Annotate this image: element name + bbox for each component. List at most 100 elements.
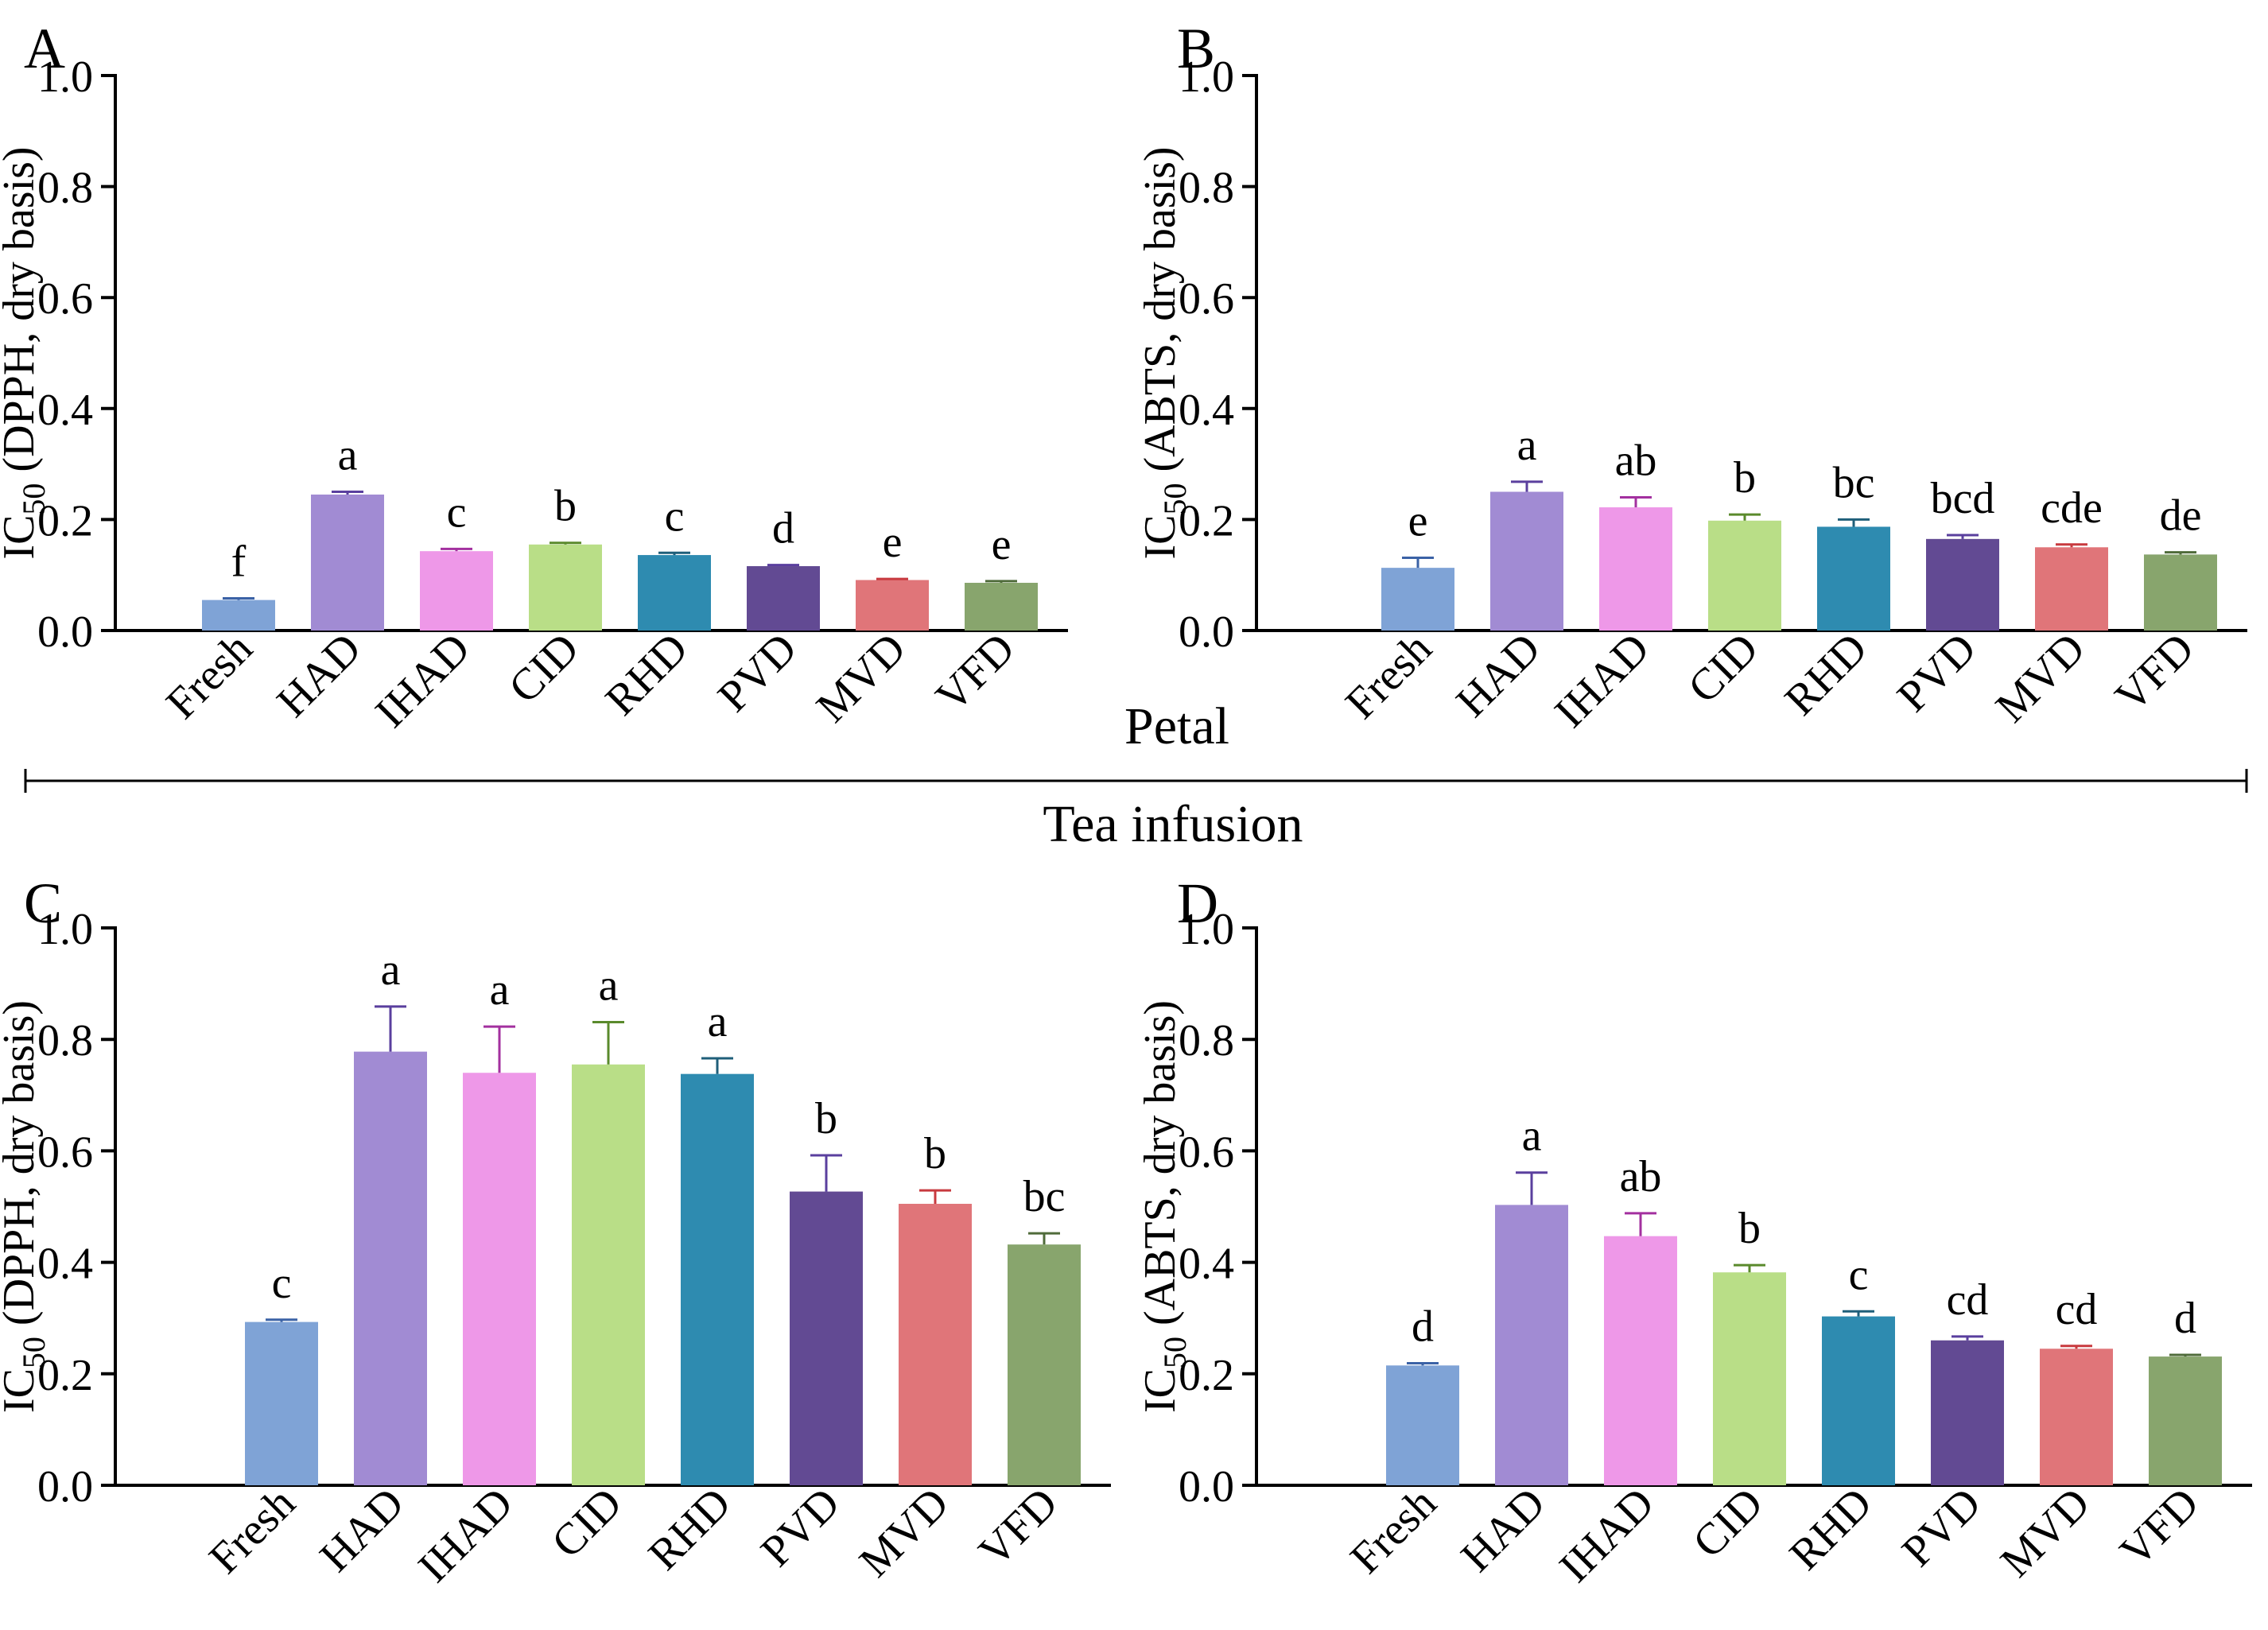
- y-tick-label: 0.2: [37, 1351, 93, 1400]
- y-tick-label: 1.0: [1179, 905, 1234, 954]
- x-tick-label: VFD: [926, 623, 1024, 721]
- panel-letter: C: [24, 871, 62, 935]
- significance-letter: bc: [1833, 458, 1875, 507]
- significance-letter: e: [992, 520, 1012, 569]
- bar: [420, 551, 493, 631]
- x-tick-label: RHD: [639, 1478, 740, 1579]
- x-tick-label: IHAD: [1550, 1478, 1664, 1592]
- x-tick-label: Fresh: [157, 623, 262, 728]
- significance-letter: b: [815, 1094, 837, 1143]
- bar: [1817, 526, 1890, 631]
- bar: [1822, 1316, 1895, 1485]
- y-tick-label: 0.6: [37, 274, 93, 324]
- significance-letter: ab: [1620, 1152, 1662, 1201]
- bar: [1708, 520, 1781, 631]
- x-tick-label: PVD: [1888, 623, 1986, 721]
- x-tick-label: IHAD: [1545, 623, 1659, 737]
- x-tick-label: Fresh: [1341, 1478, 1446, 1583]
- significance-letter: f: [231, 538, 247, 587]
- significance-letter: b: [554, 482, 577, 531]
- x-tick-label: Fresh: [200, 1478, 305, 1583]
- significance-letter: a: [490, 965, 510, 1015]
- significance-letter: a: [708, 997, 728, 1046]
- bar: [856, 580, 929, 631]
- y-tick-label: 0.4: [1179, 386, 1234, 435]
- bar: [747, 566, 820, 631]
- x-tick-label: IHAD: [409, 1478, 522, 1592]
- significance-letter: a: [1517, 421, 1537, 470]
- significance-letter: a: [599, 961, 619, 1010]
- significance-letter: c: [1849, 1250, 1869, 1299]
- significance-letter: de: [2160, 491, 2202, 541]
- bar: [899, 1203, 972, 1485]
- x-tick-label: MVD: [807, 623, 915, 732]
- significance-letter: c: [665, 491, 685, 541]
- significance-letter: bc: [1023, 1172, 1066, 1221]
- significance-letter: e: [1408, 497, 1428, 546]
- y-axis-label: IC50 (DPPH, dry basis): [0, 146, 52, 559]
- significance-letter: ab: [1615, 436, 1657, 485]
- x-tick-label: HAD: [311, 1478, 414, 1581]
- significance-letter: e: [883, 518, 903, 567]
- significance-letter: c: [272, 1259, 292, 1308]
- y-tick-label: 0.0: [1179, 607, 1234, 657]
- panel-a: A 0.0 0.2 0.4 0.6 0.8 1.0 IC50 (DPPH, dry basis…: [0, 17, 1068, 737]
- x-tick-label: MVD: [850, 1478, 958, 1586]
- x-tick-label: Fresh: [1336, 623, 1441, 728]
- significance-letter: b: [1738, 1204, 1761, 1253]
- y-tick-label: 0.0: [37, 1462, 93, 1512]
- bar: [790, 1191, 863, 1485]
- panel-letter: D: [1177, 871, 1218, 935]
- bar: [965, 582, 1038, 631]
- x-tick-label: HAD: [1452, 1478, 1555, 1581]
- panel-c: C 0.0 0.2 0.4 0.6 0.8 1.0 IC50 (DPPH, dry basis…: [0, 871, 1111, 1592]
- bar: [1931, 1340, 2004, 1485]
- significance-letter: cde: [2041, 483, 2103, 533]
- significance-letter: d: [2174, 1294, 2196, 1343]
- bar: [1381, 568, 1454, 631]
- x-tick-label: CID: [1684, 1478, 1773, 1567]
- x-tick-label: CID: [542, 1478, 631, 1567]
- y-axis-label: IC50 (DPPH, dry basis): [0, 1000, 52, 1413]
- bar: [529, 544, 602, 631]
- y-tick-label: 0.8: [1179, 164, 1234, 213]
- bar: [681, 1073, 754, 1485]
- y-axis-label: IC50 (ABTS, dry basis): [1136, 146, 1193, 559]
- bar: [1926, 538, 1999, 631]
- bar: [463, 1073, 536, 1485]
- panel-d: D 0.0 0.2 0.4 0.6 0.8 1.0 IC50 (ABTS, dry basis…: [1136, 871, 2252, 1592]
- bar: [1599, 507, 1672, 631]
- bar: [2149, 1356, 2222, 1485]
- y-tick-label: 0.8: [37, 164, 93, 213]
- y-tick-label: 0.2: [1179, 1351, 1234, 1400]
- x-tick-label: MVD: [1991, 1478, 2099, 1586]
- x-tick-label: MVD: [1986, 623, 2095, 732]
- x-tick-label: HAD: [268, 623, 371, 727]
- y-tick-label: 0.4: [37, 386, 93, 435]
- x-tick-label: VFD: [2106, 623, 2204, 721]
- y-tick-label: 1.0: [37, 52, 93, 102]
- x-tick-label: RHD: [1776, 623, 1877, 724]
- y-tick-label: 0.6: [1179, 1127, 1234, 1177]
- panel-letter: B: [1177, 17, 1215, 80]
- bar: [245, 1321, 318, 1485]
- y-tick-label: 1.0: [37, 905, 93, 954]
- x-tick-label: VFD: [2111, 1478, 2208, 1576]
- y-tick-label: 0.6: [1179, 274, 1234, 324]
- y-tick-label: 0.0: [37, 607, 93, 657]
- bar: [1386, 1365, 1459, 1485]
- y-tick-label: 0.2: [1179, 496, 1234, 545]
- panel-letter: A: [24, 17, 65, 80]
- significance-letter: b: [924, 1129, 946, 1178]
- x-tick-label: VFD: [969, 1478, 1067, 1576]
- x-tick-label: PVD: [709, 623, 806, 721]
- y-tick-label: 0.2: [37, 496, 93, 545]
- x-tick-label: PVD: [751, 1478, 849, 1576]
- y-tick-label: 1.0: [1179, 52, 1234, 102]
- significance-letter: a: [338, 431, 358, 480]
- bar: [1604, 1236, 1677, 1485]
- bar: [2040, 1349, 2113, 1485]
- tea-infusion-label: Tea infusion: [1043, 795, 1303, 853]
- y-tick-label: 0.0: [1179, 1462, 1234, 1512]
